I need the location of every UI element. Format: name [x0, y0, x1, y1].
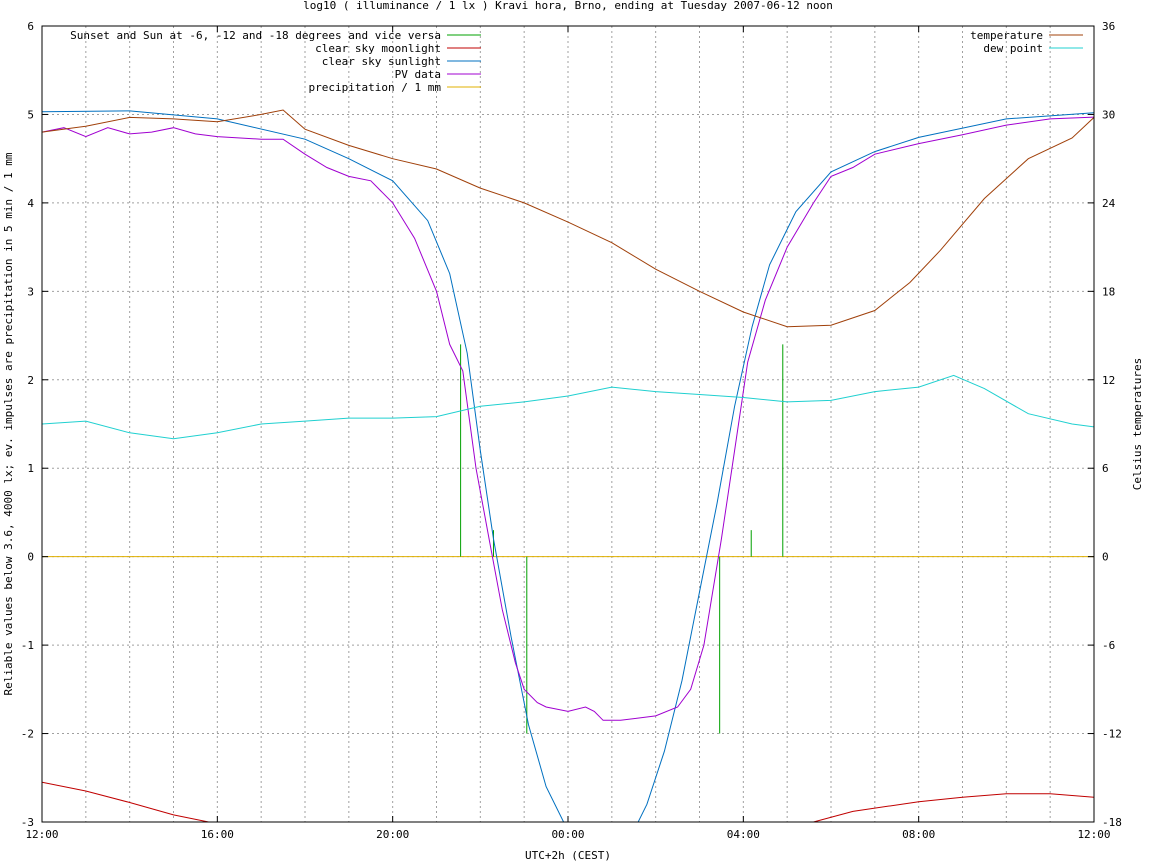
series-line-clear-sky-moonlight: [42, 781, 1094, 822]
legend: Sunset and Sun at -6, -12 and -18 degree…: [70, 29, 1083, 94]
x-axis-label: UTC+2h (CEST): [525, 849, 611, 862]
y-tick-label: 4: [27, 197, 34, 210]
y-tick-label: 2: [27, 374, 34, 387]
y2-tick-label: 18: [1102, 285, 1115, 298]
y-tick-label: 1: [27, 462, 34, 475]
y-axis-label: Reliable values below 3.6, 4000 lx; ev. …: [2, 152, 15, 695]
x-tick-label: 12:00: [1077, 828, 1110, 841]
x-tick-label: 20:00: [376, 828, 409, 841]
y-tick-label: 5: [27, 108, 34, 121]
series-line-pv-data: [42, 116, 1094, 721]
grid: [42, 26, 1094, 822]
y-tick-label: 0: [27, 551, 34, 564]
y2-tick-label: 0: [1102, 551, 1109, 564]
y-tick-label: 3: [27, 285, 34, 298]
y-tick-label: -3: [21, 816, 34, 829]
x-tick-label: 00:00: [551, 828, 584, 841]
axis-ticks: 12:00 16:00 20:00 00:00 04:00 08:00 12:00 6 5 4 3 2…: [21, 20, 1122, 841]
x-tick-label: 16:00: [201, 828, 234, 841]
legend-label: temperature: [970, 29, 1043, 42]
legend-label: PV data: [395, 68, 441, 81]
series-line-clear-sky-sunlight: [42, 110, 1094, 822]
y2-axis-label: Celsius temperatures: [1131, 358, 1144, 490]
x-tick-label: 12:00: [25, 828, 58, 841]
legend-label: Sunset and Sun at -6, -12 and -18 degree…: [70, 29, 441, 42]
y2-tick-label: -18: [1102, 816, 1122, 829]
y-tick-label: -2: [21, 728, 34, 741]
y-tick-label: 6: [27, 20, 34, 33]
series-line-dew-point: [42, 374, 1094, 440]
y2-tick-label: -12: [1102, 728, 1122, 741]
x-tick-label: 08:00: [902, 828, 935, 841]
y-tick-label: -1: [21, 639, 34, 652]
y2-tick-label: 6: [1102, 462, 1109, 475]
x-tick-label: 04:00: [727, 828, 760, 841]
legend-label: clear sky sunlight: [322, 55, 441, 68]
series-line-temperature: [42, 109, 1094, 328]
y2-tick-label: 30: [1102, 108, 1115, 121]
y2-tick-label: 36: [1102, 20, 1115, 33]
legend-label: precipitation / 1 mm: [309, 81, 442, 94]
y2-tick-label: -6: [1102, 639, 1115, 652]
legend-label: dew point: [983, 42, 1043, 55]
legend-label: clear sky moonlight: [315, 42, 441, 55]
y2-tick-label: 24: [1102, 197, 1116, 210]
data-series: [42, 109, 1094, 822]
chart-title: log10 ( illuminance / 1 lx ) Kravi hora,…: [303, 0, 833, 12]
y2-tick-label: 12: [1102, 374, 1115, 387]
